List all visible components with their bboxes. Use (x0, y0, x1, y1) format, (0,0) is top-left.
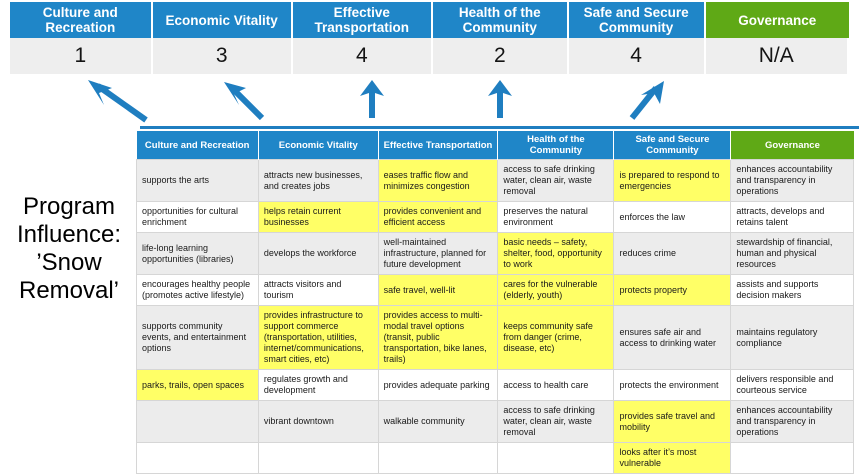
caption-line-3: ’Snow (36, 249, 102, 276)
caption-line-4: Removal’ (18, 277, 120, 304)
matrix-cell: protects the environment (613, 369, 732, 401)
scorecard-value-health-of-the-community: 2 (432, 38, 569, 74)
matrix-cell: cares for the vulnerable (elderly, youth… (497, 274, 615, 306)
matrix-cell: protects property (613, 274, 732, 306)
matrix-cell (257, 442, 379, 474)
matrix-cell: preserves the natural environment (497, 201, 615, 233)
matrix-row: supports community events, and entertain… (136, 305, 854, 370)
matrix-cell: reduces crime (613, 232, 732, 275)
matrix-row: parks, trails, open spaces regulates grow… (136, 369, 854, 401)
matrix-cell: enhances accountability and transparency… (730, 159, 854, 202)
scorecard-value-row: 1 3 4 2 4 N/A (10, 38, 849, 74)
matrix-cell: supports the arts (136, 159, 259, 202)
matrix-cell: provides access to multi-modal travel op… (377, 305, 499, 370)
matrix-header-culture-and-recreation[interactable]: Culture and Recreation (136, 131, 259, 160)
matrix-cell: access to safe drinking water, clean air… (497, 400, 615, 443)
blue-divider-rule (140, 126, 859, 129)
matrix-cell: eases traffic flow and minimizes congest… (377, 159, 499, 202)
matrix-cell: attracts new businesses, and creates job… (257, 159, 379, 202)
scorecard-header-economic-vitality[interactable]: Economic Vitality (152, 2, 293, 38)
matrix-cell: maintains regulatory compliance (730, 305, 854, 370)
matrix-cell: keeps community safe from danger (crime,… (497, 305, 615, 370)
matrix-cell: looks after it’s most vulnerable (613, 442, 732, 474)
matrix-cell: access to safe drinking water, clean air… (497, 159, 615, 202)
matrix-cell (136, 442, 259, 474)
scorecard-value-effective-transportation: 4 (292, 38, 433, 74)
matrix-row: supports the arts attracts new businesses… (136, 159, 854, 202)
matrix-cell: regulates growth and development (257, 369, 379, 401)
matrix-cell: stewardship of financial, human and phys… (730, 232, 854, 275)
scorecard: Culture and Recreation Economic Vitality… (10, 2, 849, 74)
scorecard-value-culture-and-recreation: 1 (10, 38, 153, 74)
matrix-cell: is prepared to respond to emergencies (613, 159, 732, 202)
matrix-cell: provides infrastructure to support comme… (257, 305, 379, 370)
matrix-header-health-of-the-community[interactable]: Health of the Community (497, 131, 615, 160)
matrix-cell: opportunities for cultural enrichment (136, 201, 259, 233)
matrix-cell: safe travel, well-lit (377, 274, 499, 306)
matrix-header-economic-vitality[interactable]: Economic Vitality (258, 131, 379, 160)
matrix-cell: ensures safe air and access to drinking … (613, 305, 732, 370)
scorecard-header-effective-transportation[interactable]: Effective Transportation (292, 2, 433, 38)
matrix-cell: enforces the law (613, 201, 732, 233)
caption-line-1: Program (22, 193, 116, 220)
arrow-2-head (224, 82, 246, 105)
arrow-group (88, 80, 664, 123)
scorecard-header-governance[interactable]: Governance (705, 2, 849, 38)
matrix-cell (497, 442, 615, 474)
matrix-header-safe-and-secure-community[interactable]: Safe and Secure Community (613, 131, 732, 160)
matrix-row: looks after it’s most vulnerable (136, 442, 854, 474)
matrix-cell: access to health care (497, 369, 615, 401)
arrow-4-head (488, 80, 512, 96)
outcomes-matrix: Culture and Recreation Economic Vitality… (136, 131, 854, 474)
scorecard-header-row: Culture and Recreation Economic Vitality… (10, 2, 849, 38)
scorecard-value-economic-vitality: 3 (152, 38, 293, 74)
matrix-cell: vibrant downtown (257, 400, 379, 443)
arrow-5-head (641, 81, 664, 104)
matrix-cell: provides safe travel and mobility (613, 400, 732, 443)
matrix-row: life-long learning opportunities (librar… (136, 232, 854, 275)
caption-line-2: Influence: (16, 221, 122, 248)
program-influence-caption: Program Influence: ’Snow Removal’ (4, 193, 134, 305)
matrix-header-governance[interactable]: Governance (730, 131, 854, 160)
matrix-cell: supports community events, and entertain… (136, 305, 259, 370)
scorecard-value-safe-and-secure-community: 4 (568, 38, 706, 74)
matrix-cell: basic needs – safety, shelter, food, opp… (497, 232, 615, 275)
scorecard-header-culture-and-recreation[interactable]: Culture and Recreation (10, 2, 153, 38)
matrix-cell: walkable community (377, 400, 499, 443)
matrix-cell: parks, trails, open spaces (136, 369, 259, 401)
matrix-header-row: Culture and Recreation Economic Vitality… (136, 131, 854, 160)
matrix-row: opportunities for cultural enrichment hel… (136, 201, 854, 233)
arrow-1-head (88, 80, 112, 105)
matrix-cell: assists and supports decision makers (730, 274, 854, 306)
matrix-row: vibrant downtown walkable community access… (136, 400, 854, 443)
scorecard-header-health-of-the-community[interactable]: Health of the Community (432, 2, 569, 38)
matrix-cell: enhances accountability and transparency… (730, 400, 854, 443)
matrix-cell (136, 400, 259, 443)
matrix-body: supports the arts attracts new businesses… (136, 159, 854, 474)
matrix-cell (377, 442, 499, 474)
matrix-cell: delivers responsible and courteous servi… (730, 369, 854, 401)
scorecard-value-governance: N/A (705, 38, 849, 74)
matrix-cell: provides adequate parking (377, 369, 499, 401)
matrix-cell: well-maintained infrastructure, planned … (377, 232, 499, 275)
arrow-3-head (360, 80, 384, 96)
matrix-cell: encourages healthy people (promotes acti… (136, 274, 259, 306)
matrix-cell (730, 442, 854, 474)
matrix-row: encourages healthy people (promotes acti… (136, 274, 854, 306)
arrow-1-shaft (96, 83, 148, 123)
matrix-cell: develops the workforce (257, 232, 379, 275)
matrix-cell: attracts, develops and retains talent (730, 201, 854, 233)
arrow-2-shaft (229, 85, 265, 121)
matrix-cell: life-long learning opportunities (librar… (136, 232, 259, 275)
matrix-cell: attracts visitors and tourism (257, 274, 379, 306)
matrix-cell: provides convenient and efficient access (377, 201, 499, 233)
scorecard-header-safe-and-secure-community[interactable]: Safe and Secure Community (568, 2, 706, 38)
matrix-cell: helps retain current businesses (257, 201, 379, 233)
matrix-header-effective-transportation[interactable]: Effective Transportation (378, 131, 499, 160)
